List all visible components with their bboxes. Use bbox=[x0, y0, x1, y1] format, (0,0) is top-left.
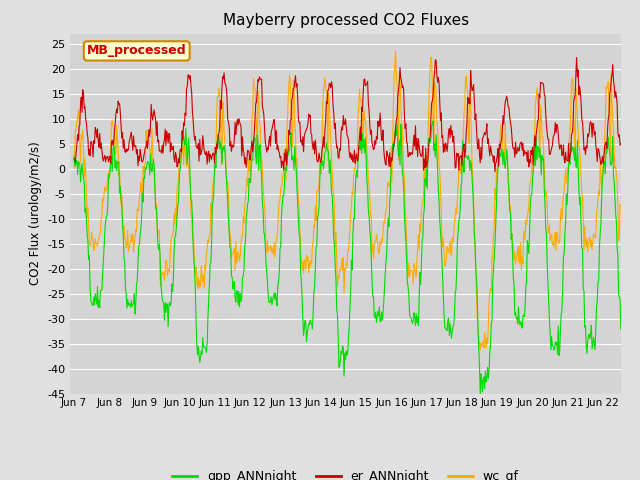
Y-axis label: CO2 Flux (urology/m2/s): CO2 Flux (urology/m2/s) bbox=[29, 142, 42, 286]
Text: MB_processed: MB_processed bbox=[87, 44, 186, 58]
Title: Mayberry processed CO2 Fluxes: Mayberry processed CO2 Fluxes bbox=[223, 13, 468, 28]
Legend: gpp_ANNnight, er_ANNnight, wc_gf: gpp_ANNnight, er_ANNnight, wc_gf bbox=[168, 465, 524, 480]
